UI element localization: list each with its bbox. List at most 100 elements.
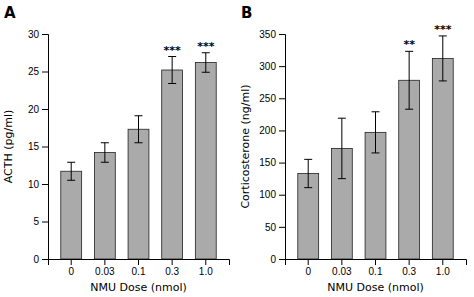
tick: 0.3 — [165, 259, 179, 277]
tick: 0.1 — [132, 259, 146, 277]
error-bar — [67, 162, 75, 180]
error-bar — [304, 159, 312, 187]
title: A — [4, 4, 16, 22]
bar — [61, 171, 82, 259]
marks — [61, 53, 216, 259]
error-bar — [168, 57, 176, 84]
tick-label: 0 — [33, 254, 39, 265]
error-bar — [202, 53, 210, 73]
tick-label: 200 — [259, 125, 276, 136]
tick-label: 15 — [28, 141, 40, 152]
tick-mark — [42, 222, 48, 223]
error-bar — [405, 51, 413, 109]
panel: 0 5 10 15 20 25 30 0 0.03 0.1 0.3 1.0 *** *** NMU Dose… — [2, 4, 230, 294]
tick: 200 — [259, 125, 285, 136]
tick-label: 250 — [259, 93, 276, 104]
tick-mark — [42, 109, 48, 110]
annotation: *** — [164, 44, 182, 57]
tick: 15 — [28, 141, 48, 152]
tick-mark — [104, 259, 105, 265]
x-axis: 0 0.03 0.1 0.3 1.0 — [286, 259, 467, 277]
tick-mark — [279, 227, 285, 228]
tick-mark — [279, 34, 285, 35]
tick-mark — [42, 259, 48, 260]
annotation: *** — [434, 23, 452, 36]
tick: 5 — [33, 216, 48, 227]
tick-label: 1.0 — [199, 266, 213, 277]
tick-label: 0.1 — [369, 266, 383, 277]
tick-label: 150 — [259, 157, 276, 168]
tick-label: 0.03 — [332, 266, 352, 277]
tick-label: 0 — [270, 254, 276, 265]
bar — [195, 63, 216, 260]
tick-mark — [42, 147, 48, 148]
tick: 150 — [259, 157, 285, 168]
tick-label: 10 — [28, 179, 40, 190]
tick: 0 — [270, 254, 285, 265]
tick-mark — [375, 259, 376, 265]
tick: 25 — [28, 66, 48, 77]
axis-line — [49, 260, 230, 266]
tick-mark — [279, 259, 285, 260]
error-bar — [135, 116, 143, 143]
tick-mark — [172, 259, 173, 265]
tick-label: 25 — [28, 66, 40, 77]
chart: 05101520253000.030.10.31.0******NMU Dose… — [0, 0, 474, 297]
tick-mark — [308, 259, 309, 265]
bar — [162, 70, 183, 259]
axis-line — [42, 35, 49, 260]
marks — [298, 36, 453, 259]
y-axis-title: Corticosterone (ng/ml) — [239, 84, 252, 208]
tick-label: 30 — [28, 29, 40, 40]
tick: 0.1 — [369, 259, 383, 277]
annotation: *** — [197, 40, 215, 53]
error-bar — [372, 112, 380, 153]
tick-mark — [279, 66, 285, 67]
tick-mark — [442, 259, 443, 265]
y-axis-title: ACTH (pg/ml) — [2, 110, 15, 184]
annotation: ** — [403, 38, 415, 51]
bar — [432, 58, 453, 259]
tick: 0 — [33, 254, 48, 265]
tick: 1.0 — [199, 259, 213, 277]
x-axis-title: NMU Dose (nmol) — [327, 281, 424, 294]
bar — [128, 129, 149, 259]
tick-mark — [138, 259, 139, 265]
tick: 50 — [265, 222, 285, 233]
error-bar — [439, 36, 447, 81]
tick: 0 — [68, 259, 74, 277]
tick: 0.03 — [332, 259, 352, 277]
tick: 30 — [28, 29, 48, 40]
tick-label: 0.03 — [95, 266, 115, 277]
tick: 0 — [305, 259, 311, 277]
tick-label: 100 — [259, 189, 276, 200]
tick: 350 — [259, 29, 285, 40]
tick-label: 0.3 — [402, 266, 416, 277]
tick-mark — [279, 163, 285, 164]
tick-label: 50 — [265, 222, 277, 233]
tick-label: 5 — [33, 216, 39, 227]
tick-mark — [205, 259, 206, 265]
tick-mark — [279, 130, 285, 131]
y-axis: 0 5 10 15 20 25 30 — [28, 29, 49, 265]
tick: 1.0 — [436, 259, 450, 277]
bar — [94, 153, 115, 260]
x-axis-title: NMU Dose (nmol) — [90, 281, 187, 294]
tick-mark — [42, 34, 48, 35]
panel: 05010015020025030035000.030.10.31.0*****… — [239, 4, 467, 294]
tick-label: 0 — [68, 266, 74, 277]
tick-mark — [42, 72, 48, 73]
axis-line — [279, 35, 286, 260]
tick: 250 — [259, 93, 285, 104]
tick-label: 0.1 — [132, 266, 146, 277]
error-bar — [101, 143, 109, 163]
tick-label: 0 — [305, 266, 311, 277]
tick-mark — [42, 184, 48, 185]
tick: 300 — [259, 61, 285, 72]
tick-mark — [341, 259, 342, 265]
title: B — [241, 4, 252, 22]
error-bar — [338, 118, 346, 178]
x-axis: 0 0.03 0.1 0.3 1.0 — [49, 259, 230, 277]
tick: 0.3 — [402, 259, 416, 277]
tick-label: 20 — [28, 104, 40, 115]
